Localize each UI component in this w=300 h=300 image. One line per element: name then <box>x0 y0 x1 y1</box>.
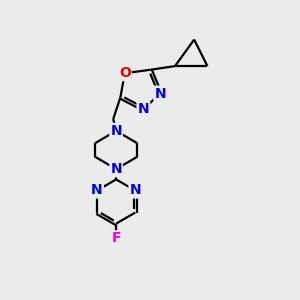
Text: N: N <box>91 184 103 197</box>
Text: N: N <box>130 184 141 197</box>
Text: N: N <box>138 102 149 116</box>
Text: F: F <box>111 231 121 245</box>
Text: N: N <box>110 162 122 176</box>
Text: O: O <box>119 66 130 80</box>
Text: N: N <box>110 124 122 138</box>
Text: N: N <box>154 87 166 101</box>
